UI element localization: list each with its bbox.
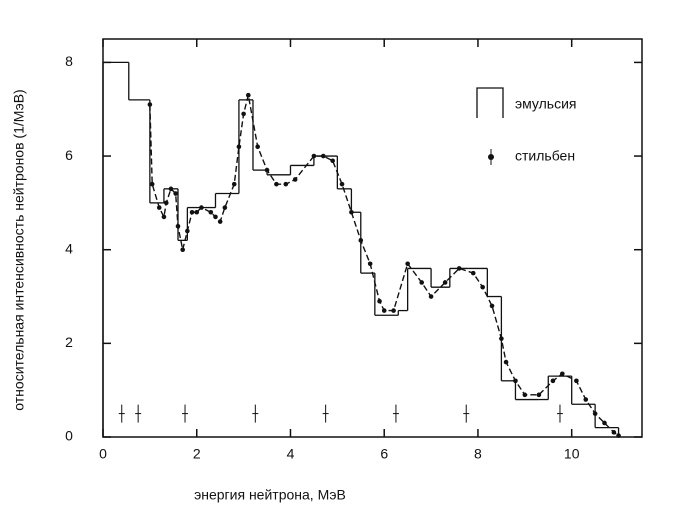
- stilbene-point: [536, 392, 542, 398]
- stilbene-point: [189, 209, 195, 215]
- stilbene-point: [419, 280, 425, 285]
- stilbene-point: [377, 298, 382, 304]
- stilbene-point: [168, 186, 174, 192]
- stilbene-point: [456, 266, 462, 271]
- stilbene-point: [163, 200, 169, 206]
- y-tick-label: 8: [65, 53, 73, 69]
- stilbene-point: [489, 303, 495, 309]
- stilbene-point: [245, 92, 251, 98]
- stilbene-point: [173, 191, 178, 196]
- stilbene-point: [428, 294, 434, 299]
- x-tick-label: 4: [287, 446, 295, 462]
- stilbene-point: [180, 247, 185, 253]
- stilbene-point: [583, 397, 589, 402]
- stilbene-point: [391, 308, 396, 313]
- stilbene-point: [330, 158, 335, 164]
- stilbene-point: [522, 392, 528, 398]
- stilbene-point: [311, 153, 317, 159]
- stilbene-point: [574, 378, 579, 384]
- legend-icon-step: [476, 87, 504, 118]
- stilbene-point: [349, 209, 354, 215]
- stilbene-point: [470, 270, 476, 276]
- stilbene-point: [442, 280, 448, 285]
- stilbene-point: [236, 144, 242, 149]
- stilbene-point: [367, 261, 373, 267]
- stilbene-point: [264, 167, 270, 173]
- stilbene-point: [156, 205, 162, 210]
- stilbene-point: [283, 181, 289, 187]
- stilbene-point: [503, 359, 509, 365]
- y-axis-label: относительная интенсивность нейтронов (1…: [11, 89, 27, 410]
- stilbene-point: [616, 433, 621, 438]
- stilbene-point: [560, 371, 565, 377]
- stilbene-point: [149, 181, 155, 187]
- legend-icon-point: [488, 154, 494, 160]
- stilbene-point: [222, 205, 228, 210]
- x-tick-label: 10: [564, 446, 580, 462]
- stilbene-curve: [149, 95, 619, 437]
- stilbene-point: [255, 144, 260, 149]
- stilbene-point: [213, 214, 218, 220]
- y-tick-label: 0: [65, 428, 73, 444]
- x-tick-label: 8: [474, 446, 482, 462]
- stilbene-point: [499, 336, 504, 341]
- x-tick-label: 6: [380, 446, 388, 462]
- stilbene-point: [185, 228, 190, 234]
- x-tick-label: 2: [193, 446, 201, 462]
- stilbene-point: [217, 219, 223, 224]
- stilbene-point: [405, 261, 410, 267]
- stilbene-point: [208, 209, 214, 215]
- stilbene-point: [592, 411, 598, 416]
- stilbene-point: [611, 430, 617, 435]
- stilbene-point: [194, 209, 200, 215]
- stilbene-point: [550, 378, 556, 384]
- stilbene-point: [274, 181, 279, 187]
- x-tick-label: 0: [99, 446, 107, 462]
- y-tick-label: 4: [65, 240, 73, 256]
- legend-label: стильбен: [515, 148, 575, 164]
- stilbene-point: [231, 181, 237, 187]
- y-tick-label: 6: [65, 147, 73, 163]
- stilbene-point: [147, 102, 153, 107]
- stilbene-point: [513, 378, 518, 384]
- stilbene-point: [292, 177, 298, 182]
- stilbene-point: [241, 111, 246, 117]
- y-tick-label: 2: [65, 334, 73, 350]
- stilbene-point: [339, 181, 345, 187]
- stilbene-point: [358, 238, 364, 243]
- stilbene-point: [175, 223, 181, 229]
- legend-label: эмульсия: [515, 96, 576, 112]
- x-axis-label: энергия нейтрона, МэВ: [194, 487, 346, 503]
- stilbene-point: [161, 214, 167, 220]
- stilbene-point: [320, 153, 326, 159]
- stilbene-point: [480, 284, 485, 290]
- stilbene-point: [199, 205, 204, 210]
- stilbene-point: [602, 420, 607, 426]
- stilbene-point: [381, 308, 387, 313]
